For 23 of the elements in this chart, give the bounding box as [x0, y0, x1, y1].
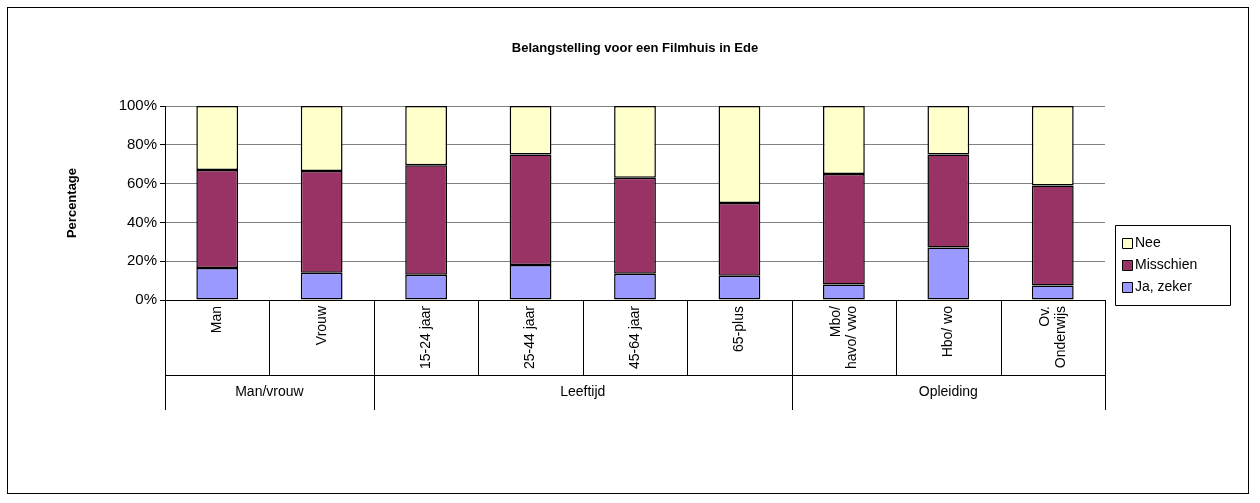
chart-title: Belangstelling voor een Filmhuis in Ede — [511, 39, 759, 55]
legend-label: Nee — [1135, 233, 1161, 250]
y-tick-label: 100% — [118, 96, 157, 114]
x-tick-label: Mbo/ havo/ vwo — [826, 305, 859, 370]
x-tick-label: Hbo/ wo — [939, 305, 956, 358]
x-tick-label: 45-64 jaar — [625, 305, 642, 370]
x-tick-label: 65-plus — [730, 306, 747, 352]
x-tick-label: 25-44 jaar — [521, 305, 538, 370]
legend-label: Ja, zeker — [1135, 277, 1193, 294]
y-tick-label: 0% — [135, 290, 157, 308]
y-tick-label: 80% — [126, 134, 157, 152]
y-tick-label: 40% — [126, 212, 157, 230]
legend-label: Misschien — [1135, 255, 1198, 272]
x-tick-label: Man — [208, 306, 225, 334]
text: Leeftijd — [560, 382, 606, 399]
x-tick-label: Ov. Onderwijs — [1035, 306, 1068, 369]
x-tick-label: Vrouw — [312, 305, 329, 346]
y-axis-title: Percentage — [63, 167, 79, 239]
x-tick-label: 15-24 jaar — [416, 305, 433, 370]
text: Man/vrouw — [235, 382, 305, 399]
text: Opleiding — [918, 382, 978, 399]
y-tick-label: 60% — [126, 173, 157, 191]
y-tick-label: 20% — [126, 251, 157, 269]
